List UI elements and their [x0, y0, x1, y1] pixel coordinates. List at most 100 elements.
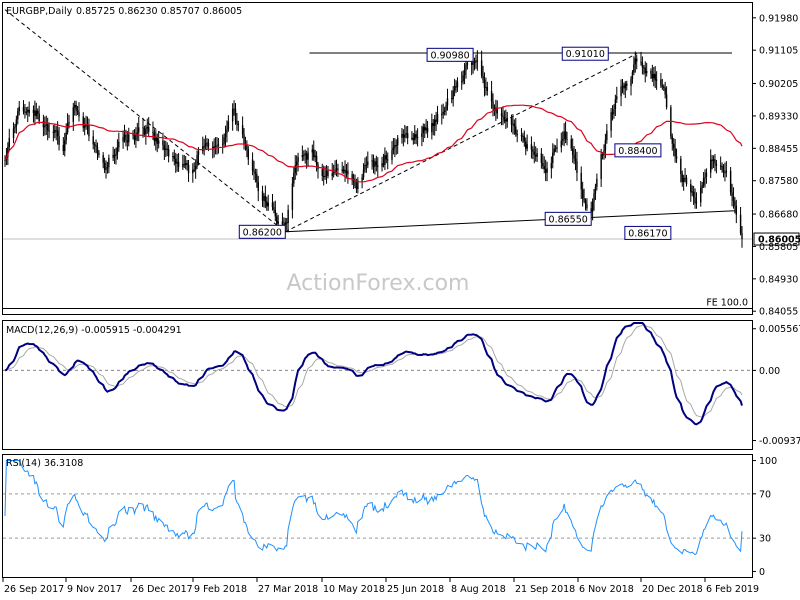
candle [715, 159, 718, 174]
candle [264, 185, 267, 209]
candle [691, 185, 693, 197]
candle [406, 125, 409, 145]
candle [371, 154, 373, 170]
candle [394, 138, 396, 158]
candle [722, 164, 725, 178]
candle [463, 62, 466, 85]
candle [435, 111, 437, 132]
candle [690, 179, 692, 202]
candle [475, 54, 477, 69]
candle [327, 165, 329, 179]
candle [74, 100, 76, 116]
candle [600, 148, 602, 187]
x-tick-label: 20 Dec 2018 [642, 584, 703, 595]
candle [396, 134, 399, 154]
candle [731, 183, 733, 207]
candle [483, 72, 486, 97]
candle [102, 152, 104, 169]
candle [234, 103, 237, 125]
candle [132, 129, 134, 140]
candle [415, 130, 417, 145]
x-tick-label: 6 Feb 2019 [706, 584, 759, 595]
candle [571, 138, 574, 163]
candle [735, 199, 738, 224]
candle [414, 125, 416, 144]
price-tick-label: 0.86680 [759, 210, 798, 221]
candle [96, 142, 99, 161]
candle [364, 157, 366, 173]
candle [523, 130, 526, 147]
candle [113, 148, 116, 164]
candle [202, 136, 204, 155]
chart-header-symbol: EURGBP,Daily [6, 6, 73, 17]
current-price-label: 0.86005 [758, 235, 800, 246]
candle [623, 82, 625, 95]
candle [451, 90, 453, 104]
candle [337, 163, 339, 178]
candle [626, 80, 628, 91]
candle [204, 135, 207, 150]
candle [714, 153, 716, 172]
candle [247, 146, 250, 166]
candle [570, 135, 572, 151]
candle [490, 80, 493, 109]
level-box-label: 0.88400 [618, 146, 657, 157]
candle [392, 138, 395, 155]
candle [515, 117, 517, 137]
candle [681, 170, 683, 187]
candle [173, 149, 176, 166]
candle [711, 154, 713, 170]
candle [55, 125, 57, 141]
macd-line [4, 322, 743, 426]
candle [241, 116, 244, 139]
candle [433, 114, 436, 136]
candle [645, 62, 648, 77]
candle [88, 118, 90, 142]
candle [729, 167, 732, 196]
candle [542, 153, 544, 170]
candle [217, 138, 220, 154]
candle [315, 151, 318, 172]
candle [86, 116, 89, 135]
candle [462, 70, 464, 85]
candle [313, 140, 315, 161]
candle [616, 86, 618, 103]
candle [675, 148, 678, 163]
candle [352, 173, 355, 189]
candle [78, 102, 80, 122]
candle [345, 163, 348, 179]
macd-tick-label: -0.00937 [759, 436, 800, 447]
x-tick-label: 26 Sep 2017 [4, 584, 64, 595]
candle [176, 153, 178, 172]
candle [377, 157, 379, 177]
candle [552, 143, 554, 169]
x-tick-label: 27 Mar 2018 [258, 584, 318, 595]
candle [52, 125, 55, 142]
candle [162, 132, 164, 151]
candle [620, 79, 622, 107]
candle [682, 174, 685, 191]
candle [636, 54, 638, 70]
rsi-label: RSI(14) 36.3108 [6, 458, 83, 469]
candle [526, 134, 528, 152]
candle [314, 149, 316, 163]
price-tick-label: 0.91105 [759, 46, 798, 57]
candle [402, 129, 405, 147]
candle [224, 125, 227, 148]
candle [105, 160, 107, 179]
candle [495, 99, 497, 121]
candle [492, 93, 494, 117]
candle [384, 147, 386, 171]
candle [303, 150, 305, 161]
candle [506, 111, 508, 128]
x-tick-label: 26 Dec 2017 [132, 584, 193, 595]
candle [75, 100, 77, 116]
candle [66, 113, 69, 135]
candle [212, 141, 214, 159]
x-tick-label: 10 May 2018 [323, 584, 385, 595]
candle [112, 146, 114, 162]
candle [401, 128, 403, 144]
chart-header-ohlc: 0.85725 0.86230 0.85707 0.86005 [76, 6, 242, 17]
candle [512, 114, 514, 135]
candle [665, 86, 668, 110]
